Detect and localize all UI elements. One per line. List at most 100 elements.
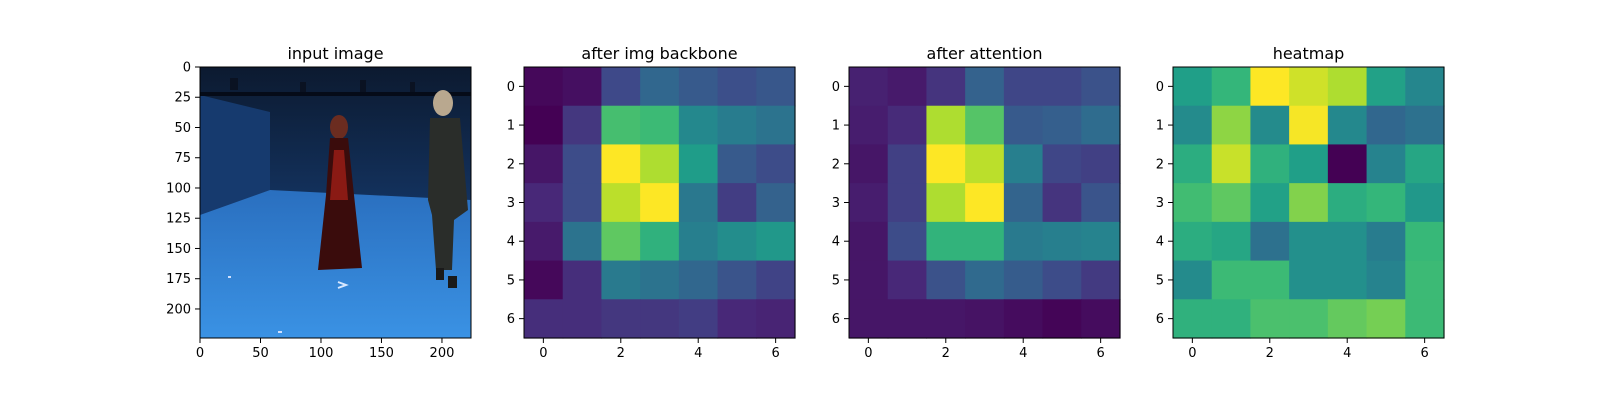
x-tick-label: 6 bbox=[772, 346, 780, 361]
heatmap-cell bbox=[1211, 183, 1252, 223]
panel-title-after-attention: after attention bbox=[927, 44, 1043, 63]
panel-after-attention: after attention 0 2 4 6 0 1 2 3 4 5 6 bbox=[832, 44, 1121, 361]
heatmap-cell bbox=[717, 67, 757, 107]
heatmap-cell bbox=[562, 299, 603, 339]
panel-title-after-img-backbone: after img backbone bbox=[581, 44, 737, 63]
heatmap-cell bbox=[678, 183, 719, 223]
x-tick-label: 0 bbox=[539, 346, 547, 361]
panel-heatmap: heatmap 0 2 4 6 0 1 2 3 4 5 6 bbox=[1156, 44, 1445, 361]
heatmap-cell bbox=[1366, 221, 1406, 262]
heatmap-cell bbox=[1081, 144, 1121, 184]
heatmap-cell bbox=[1081, 299, 1121, 339]
heatmap-cell bbox=[1081, 183, 1121, 223]
heatmap-cell bbox=[926, 299, 966, 339]
heatmap-cell bbox=[1366, 183, 1406, 223]
heatmap-cell bbox=[678, 144, 719, 184]
x-tick-label: 6 bbox=[1421, 346, 1429, 361]
axes-after-img-backbone: 0 2 4 6 0 1 2 3 4 5 6 bbox=[507, 80, 780, 361]
y-tick-label: 2 bbox=[832, 157, 840, 172]
heatmap-cell bbox=[1042, 183, 1082, 223]
heatmap-cell bbox=[678, 67, 719, 107]
heatmap-cell bbox=[965, 105, 1005, 146]
heatmap-cell bbox=[601, 183, 641, 223]
heatmap-cell bbox=[1173, 221, 1213, 262]
heatmap-cell bbox=[562, 105, 603, 146]
axes-after-attention: 0 2 4 6 0 1 2 3 4 5 6 bbox=[832, 80, 1105, 361]
heatmap-cell bbox=[601, 221, 641, 262]
heatmap-cell bbox=[849, 299, 889, 339]
person-left bbox=[318, 115, 362, 270]
heatmap-cell bbox=[1289, 221, 1329, 262]
heatmap-cell bbox=[849, 260, 889, 300]
heatmap-cell bbox=[1211, 260, 1252, 300]
heatmap-cell bbox=[562, 260, 603, 300]
y-tick-label: 2 bbox=[507, 157, 515, 172]
heatmap-cell bbox=[965, 260, 1005, 300]
heatmap-cell bbox=[1327, 105, 1368, 146]
y-tick-label: 3 bbox=[507, 196, 515, 211]
heatmap-cell bbox=[1327, 299, 1368, 339]
y-tick-label: 5 bbox=[832, 273, 840, 288]
heatmap-cell bbox=[1003, 221, 1044, 262]
heatmap-cells-heatmap bbox=[1173, 67, 1445, 339]
heatmap-cell bbox=[887, 144, 928, 184]
heatmap-cell bbox=[887, 299, 928, 339]
heatmap-cell bbox=[524, 221, 564, 262]
y-tick-label: 0 bbox=[832, 80, 840, 95]
heatmap-cell bbox=[1405, 221, 1445, 262]
heatmap-cell bbox=[926, 221, 966, 262]
x-tick-label: 2 bbox=[1266, 346, 1274, 361]
axes-heatmap: 0 2 4 6 0 1 2 3 4 5 6 bbox=[1156, 80, 1429, 361]
heatmap-cell bbox=[717, 183, 757, 223]
heatmap-cell bbox=[965, 221, 1005, 262]
heatmap-cell bbox=[1366, 67, 1406, 107]
heatmap-cell bbox=[1289, 105, 1329, 146]
y-tick-label: 25 bbox=[174, 91, 191, 106]
heatmap-cell bbox=[926, 183, 966, 223]
input-photo bbox=[200, 67, 471, 338]
y-tick-label: 4 bbox=[1156, 235, 1164, 250]
heatmap-cell bbox=[601, 67, 641, 107]
y-tick-label: 0 bbox=[183, 61, 191, 76]
y-tick-label: 1 bbox=[832, 119, 840, 134]
heatmap-cell bbox=[1250, 105, 1290, 146]
heatmap-cell bbox=[849, 221, 889, 262]
heatmap-cell bbox=[640, 299, 680, 339]
x-tick-label: 0 bbox=[864, 346, 872, 361]
heatmap-cell bbox=[1250, 144, 1290, 184]
heatmap-cell bbox=[678, 105, 719, 146]
heatmap-cell bbox=[524, 183, 564, 223]
heatmap-cell bbox=[1173, 105, 1213, 146]
heatmap-cell bbox=[1003, 67, 1044, 107]
heatmap-cell bbox=[1081, 221, 1121, 262]
heatmap-cell bbox=[524, 67, 564, 107]
y-tick-label: 175 bbox=[166, 272, 191, 287]
heatmap-cell bbox=[562, 183, 603, 223]
x-tick-label: 4 bbox=[1019, 346, 1027, 361]
heatmap-cell bbox=[1042, 105, 1082, 146]
y-tick-label: 125 bbox=[166, 212, 191, 227]
y-tick-label: 50 bbox=[174, 121, 191, 136]
heatmap-cell bbox=[926, 260, 966, 300]
y-tick-label: 150 bbox=[166, 242, 191, 257]
x-tick-label: 150 bbox=[369, 346, 394, 361]
heatmap-cell bbox=[1327, 221, 1368, 262]
heatmap-cell bbox=[756, 183, 796, 223]
y-tick-label: 0 bbox=[507, 80, 515, 95]
heatmap-cells-after-attention bbox=[849, 67, 1121, 339]
axes-input-image: 0 50 100 150 200 0 25 50 75 100 125 150 175 200 bbox=[166, 61, 454, 362]
heatmap-cell bbox=[1250, 183, 1290, 223]
heatmap-cell bbox=[965, 144, 1005, 184]
heatmap-cell bbox=[717, 105, 757, 146]
heatmap-cell bbox=[1211, 105, 1252, 146]
heatmap-cell bbox=[887, 183, 928, 223]
y-tick-label: 75 bbox=[174, 151, 191, 166]
heatmap-cell bbox=[849, 144, 889, 184]
heatmap-cell bbox=[1211, 299, 1252, 339]
heatmap-cell bbox=[849, 67, 889, 107]
heatmap-cell bbox=[1003, 105, 1044, 146]
heatmap-cell bbox=[640, 183, 680, 223]
y-tick-label: 5 bbox=[507, 273, 515, 288]
y-tick-label: 5 bbox=[1156, 273, 1164, 288]
